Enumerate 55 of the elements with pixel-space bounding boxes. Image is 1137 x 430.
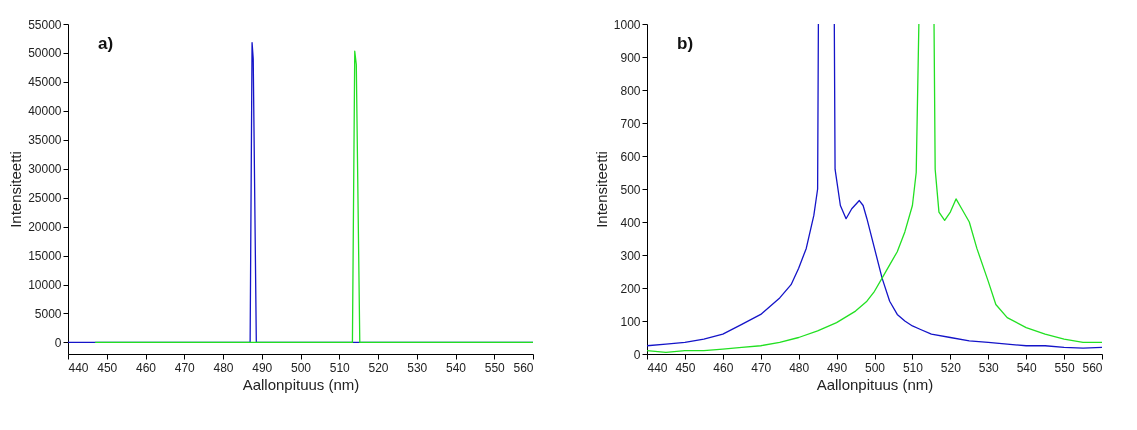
- y-tick-label: 0: [633, 347, 641, 362]
- x-tick-label: 450: [97, 360, 118, 375]
- x-tick-label: 530: [407, 360, 428, 375]
- x-tick-label: 510: [902, 360, 924, 375]
- x-tick-label: 480: [789, 360, 810, 375]
- x-tick-label: 560: [1082, 360, 1103, 375]
- y-tick-label: 55000: [28, 17, 62, 32]
- annotation: b): [677, 34, 694, 53]
- x-axis-title: Aallonpituus (nm): [816, 375, 934, 393]
- y-tick-label: 40000: [28, 104, 62, 119]
- x-tick-label: 550: [484, 360, 506, 375]
- x-tick-label: 470: [174, 360, 196, 375]
- x-tick-label: 550: [1054, 360, 1075, 375]
- x-tick-label: 440: [647, 360, 668, 375]
- x-tick-label: 450: [675, 360, 696, 375]
- y-tick-label: 20000: [28, 220, 62, 235]
- y-tick-label: 600: [620, 149, 641, 164]
- x-tick-label: 480: [213, 360, 234, 375]
- y-tick-label: 25000: [28, 191, 62, 206]
- x-tick-label: 530: [978, 360, 1000, 375]
- x-axis-title: Aallonpituus (nm): [242, 375, 360, 393]
- y-tick-label: 300: [620, 248, 641, 263]
- y-tick-label: 45000: [28, 75, 62, 90]
- x-tick-label: 540: [445, 360, 467, 375]
- y-tick-label: 500: [620, 182, 641, 197]
- y-axis-title: Intensiteetti: [592, 151, 610, 228]
- y-tick-label: 15000: [28, 249, 62, 264]
- y-tick-label: 5000: [34, 306, 62, 321]
- x-tick-label: 460: [713, 360, 734, 375]
- x-tick-label: 560: [513, 360, 534, 375]
- x-tick-label: 520: [368, 360, 389, 375]
- y-tick-label: 400: [620, 215, 641, 230]
- y-tick-label: 30000: [28, 162, 62, 177]
- x-tick-label: 490: [252, 360, 273, 375]
- y-tick-label: 100: [620, 314, 641, 329]
- x-tick-label: 500: [864, 360, 886, 375]
- y-tick-label: 900: [620, 50, 641, 65]
- y-tick-label: 700: [620, 116, 641, 131]
- x-tick-label: 540: [1016, 360, 1037, 375]
- y-tick-label: 800: [620, 83, 641, 98]
- y-axis-title: Intensiteetti: [7, 151, 25, 228]
- x-tick-label: 470: [751, 360, 772, 375]
- y-tick-label: 50000: [28, 46, 62, 61]
- y-tick-label: 10000: [28, 278, 62, 293]
- x-tick-label: 520: [940, 360, 962, 375]
- y-tick-label: 35000: [28, 133, 62, 148]
- x-tick-label: 490: [827, 360, 848, 375]
- y-tick-label: 1000: [613, 17, 641, 32]
- x-tick-label: 460: [135, 360, 157, 375]
- x-tick-label: 440: [68, 360, 89, 375]
- x-tick-label: 510: [329, 360, 351, 375]
- x-tick-label: 500: [290, 360, 312, 375]
- y-tick-label: 200: [620, 281, 641, 296]
- y-tick-label: 0: [54, 335, 62, 350]
- annotation: a): [98, 34, 114, 53]
